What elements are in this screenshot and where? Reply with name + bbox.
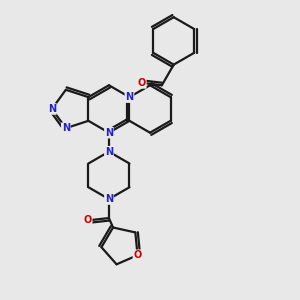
Text: N: N [105,194,113,204]
Text: O: O [83,215,92,225]
Text: N: N [48,104,56,114]
Text: N: N [105,128,113,138]
Text: O: O [134,250,142,260]
Text: N: N [105,147,113,157]
Text: O: O [138,78,146,88]
Text: N: N [125,92,134,102]
Text: N: N [62,123,70,133]
